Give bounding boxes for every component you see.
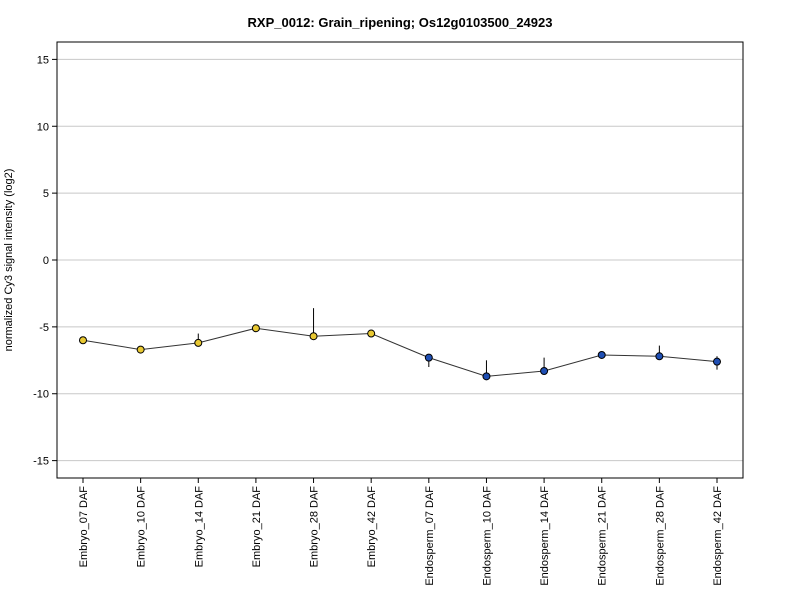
x-tick-label: Endosperm_28 DAF — [654, 486, 666, 586]
data-point — [424, 353, 433, 362]
x-tick-label: Embryo_10 DAF — [136, 486, 148, 568]
y-tick-label: 15 — [37, 54, 49, 66]
y-tick-label: 0 — [43, 255, 49, 267]
y-tick-label: 5 — [43, 188, 49, 200]
y-axis-label: normalized Cy3 signal intensity (log2) — [3, 169, 15, 352]
x-tick-label: Endosperm_07 DAF — [424, 486, 436, 586]
data-point — [136, 345, 145, 354]
y-tick-label: -15 — [33, 456, 49, 468]
y-tick-label: -10 — [33, 389, 49, 401]
x-tick-label: Embryo_14 DAF — [193, 486, 205, 568]
x-tick-label: Endosperm_10 DAF — [481, 486, 493, 586]
data-point — [540, 367, 549, 376]
x-tick-label: Endosperm_42 DAF — [712, 486, 724, 586]
data-point — [655, 352, 664, 361]
data-point — [309, 332, 318, 341]
data-point — [482, 372, 491, 381]
x-tick-label: Embryo_07 DAF — [78, 486, 90, 568]
data-point — [713, 357, 721, 366]
series-line — [82, 327, 718, 377]
x-tick-label: Endosperm_14 DAF — [539, 486, 551, 586]
y-tick-label: -5 — [39, 322, 49, 334]
chart-title: RXP_0012: Grain_ripening; Os12g0103500_2… — [248, 15, 553, 30]
y-tick-label: 10 — [37, 121, 49, 133]
x-tick-label: Embryo_42 DAF — [366, 486, 378, 568]
x-tick-label: Embryo_21 DAF — [251, 486, 263, 568]
data-point — [194, 338, 203, 347]
data-point — [79, 336, 87, 345]
x-tick-label: Embryo_28 DAF — [309, 486, 321, 568]
data-point — [251, 324, 260, 333]
data-point — [597, 350, 606, 359]
data-point — [367, 329, 376, 338]
x-tick-label: Endosperm_21 DAF — [597, 486, 609, 586]
